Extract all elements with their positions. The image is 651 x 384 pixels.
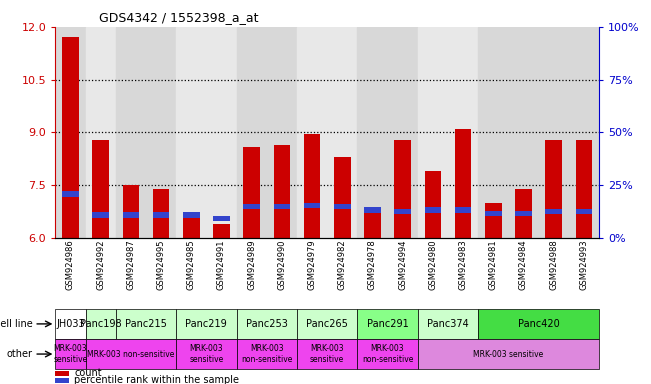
- Bar: [478, 309, 599, 339]
- Bar: [55, 371, 69, 376]
- Bar: [92, 139, 109, 238]
- Bar: [334, 204, 350, 209]
- Text: Panc253: Panc253: [246, 319, 288, 329]
- Bar: [454, 207, 471, 213]
- Text: MRK-003 non-sensitive: MRK-003 non-sensitive: [87, 349, 174, 359]
- Bar: [85, 309, 116, 339]
- Text: Panc219: Panc219: [186, 319, 227, 329]
- Bar: [357, 339, 418, 369]
- Text: MRK-003
non-sensitive: MRK-003 non-sensitive: [362, 344, 413, 364]
- Bar: [364, 210, 381, 238]
- Bar: [478, 27, 599, 238]
- Bar: [515, 211, 532, 216]
- Text: count: count: [74, 369, 102, 379]
- Bar: [297, 27, 357, 238]
- Bar: [55, 378, 69, 383]
- Bar: [395, 209, 411, 214]
- Bar: [575, 139, 592, 238]
- Bar: [62, 191, 79, 197]
- Bar: [153, 212, 169, 218]
- Bar: [213, 216, 230, 221]
- Text: MRK-003
sensitive: MRK-003 sensitive: [310, 344, 344, 364]
- Bar: [183, 214, 200, 238]
- Bar: [418, 27, 478, 238]
- Bar: [122, 185, 139, 238]
- Bar: [62, 38, 79, 238]
- Bar: [418, 309, 478, 339]
- Text: MRK-003
sensitive: MRK-003 sensitive: [189, 344, 223, 364]
- Bar: [273, 204, 290, 209]
- Bar: [454, 129, 471, 238]
- Bar: [55, 339, 85, 369]
- Bar: [116, 309, 176, 339]
- Bar: [273, 145, 290, 238]
- Text: Panc198: Panc198: [80, 319, 122, 329]
- Bar: [297, 309, 357, 339]
- Bar: [236, 309, 297, 339]
- Bar: [213, 224, 230, 238]
- Text: MRK-003 sensitive: MRK-003 sensitive: [473, 349, 544, 359]
- Text: cell line: cell line: [0, 319, 33, 329]
- Bar: [357, 309, 418, 339]
- Bar: [122, 212, 139, 218]
- Bar: [243, 147, 260, 238]
- Bar: [485, 211, 501, 216]
- Bar: [485, 203, 501, 238]
- Bar: [55, 27, 85, 238]
- Text: Panc420: Panc420: [518, 319, 559, 329]
- Bar: [395, 139, 411, 238]
- Bar: [116, 27, 176, 238]
- Bar: [176, 339, 236, 369]
- Bar: [575, 209, 592, 214]
- Bar: [357, 27, 418, 238]
- Bar: [243, 204, 260, 209]
- Text: MRK-003
sensitive: MRK-003 sensitive: [53, 344, 88, 364]
- Bar: [176, 27, 236, 238]
- Bar: [424, 171, 441, 238]
- Text: Panc265: Panc265: [306, 319, 348, 329]
- Bar: [515, 189, 532, 238]
- Bar: [418, 339, 599, 369]
- Bar: [153, 189, 169, 238]
- Bar: [236, 27, 297, 238]
- Text: Panc291: Panc291: [367, 319, 408, 329]
- Bar: [304, 134, 320, 238]
- Text: JH033: JH033: [56, 319, 85, 329]
- Text: Panc374: Panc374: [427, 319, 469, 329]
- Text: other: other: [7, 349, 33, 359]
- Bar: [424, 207, 441, 213]
- Bar: [364, 207, 381, 213]
- Bar: [546, 139, 562, 238]
- Bar: [85, 27, 116, 238]
- Bar: [176, 309, 236, 339]
- Text: Panc215: Panc215: [125, 319, 167, 329]
- Bar: [55, 309, 85, 339]
- Bar: [304, 203, 320, 208]
- Text: MRK-003
non-sensitive: MRK-003 non-sensitive: [241, 344, 292, 364]
- Bar: [546, 209, 562, 214]
- Bar: [85, 339, 176, 369]
- Bar: [183, 212, 200, 218]
- Bar: [92, 212, 109, 218]
- Text: GDS4342 / 1552398_a_at: GDS4342 / 1552398_a_at: [99, 11, 258, 24]
- Bar: [236, 339, 297, 369]
- Bar: [297, 339, 357, 369]
- Bar: [334, 157, 350, 238]
- Text: percentile rank within the sample: percentile rank within the sample: [74, 375, 240, 384]
